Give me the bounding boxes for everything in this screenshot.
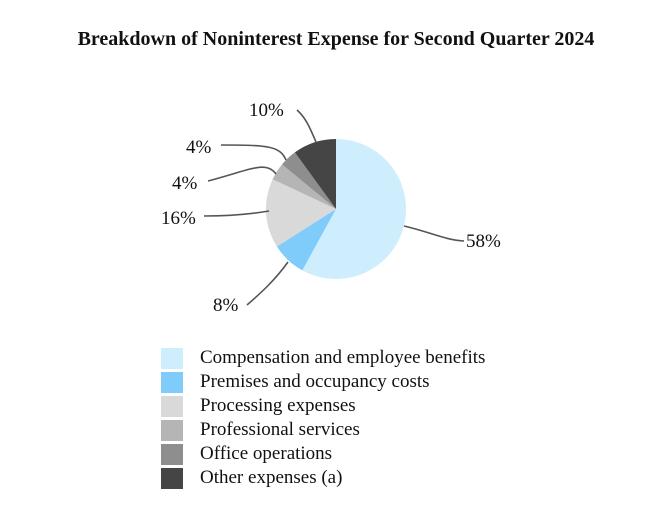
- legend-label: Compensation and employee benefits: [200, 347, 486, 368]
- legend-item-office-operations: Office operations: [161, 442, 485, 466]
- label-leader-lines: [203, 109, 465, 306]
- data-label-premises-and-occupancy-costs: 8%: [213, 295, 239, 316]
- chart-title: Breakdown of Noninterest Expense for Sec…: [77, 28, 595, 50]
- leader-line-premises-and-occupancy-costs: [246, 261, 289, 306]
- leader-line-other-expenses-a: [296, 109, 317, 143]
- legend-item-compensation-and-employee-benefits: Compensation and employee benefits: [161, 346, 485, 370]
- legend: Compensation and employee benefits Premis…: [161, 346, 485, 490]
- pie-slice-compensation-and-employee-benefits: [302, 139, 407, 279]
- legend-item-processing-expenses: Processing expenses: [161, 394, 485, 418]
- legend-swatch: [161, 347, 183, 369]
- legend-label: Processing expenses: [200, 395, 356, 416]
- data-label-other-expenses-a: 10%: [249, 100, 284, 121]
- legend-label: Professional services: [200, 419, 360, 440]
- data-label-professional-services: 4%: [172, 173, 198, 194]
- legend-label: Premises and occupancy costs: [200, 371, 430, 392]
- leader-line-professional-services: [207, 166, 277, 182]
- legend-swatch: [161, 395, 183, 417]
- legend-swatch: [161, 467, 183, 489]
- legend-swatch: [161, 371, 183, 393]
- data-label-office-operations: 4%: [186, 137, 212, 158]
- leader-line-processing-expenses: [203, 210, 270, 217]
- pie-slice-office-operations: [282, 152, 336, 209]
- pie-slice-other-expenses-a: [294, 139, 336, 209]
- legend-item-professional-services: Professional services: [161, 418, 485, 442]
- pie-slice-processing-expenses: [266, 179, 336, 247]
- leader-line-compensation-and-employee-benefits: [403, 225, 465, 242]
- pie-slices: [266, 139, 407, 279]
- legend-label: Office operations: [200, 443, 333, 464]
- legend-item-premises-and-occupancy-costs: Premises and occupancy costs: [161, 370, 485, 394]
- data-labels: 58% 8% 16% 4% 4% 10%: [161, 100, 501, 316]
- legend-swatch: [161, 419, 183, 441]
- data-label-processing-expenses: 16%: [161, 208, 196, 229]
- legend-swatch: [161, 443, 183, 465]
- leader-line-office-operations: [220, 144, 287, 161]
- legend-item-other-expenses-a: Other expenses (a): [161, 466, 485, 490]
- data-label-compensation-and-employee-benefits: 58%: [466, 231, 501, 252]
- pie-slice-professional-services: [272, 164, 336, 209]
- pie-slice-premises-and-occupancy-costs: [276, 209, 336, 271]
- legend-label: Other expenses (a): [200, 467, 343, 488]
